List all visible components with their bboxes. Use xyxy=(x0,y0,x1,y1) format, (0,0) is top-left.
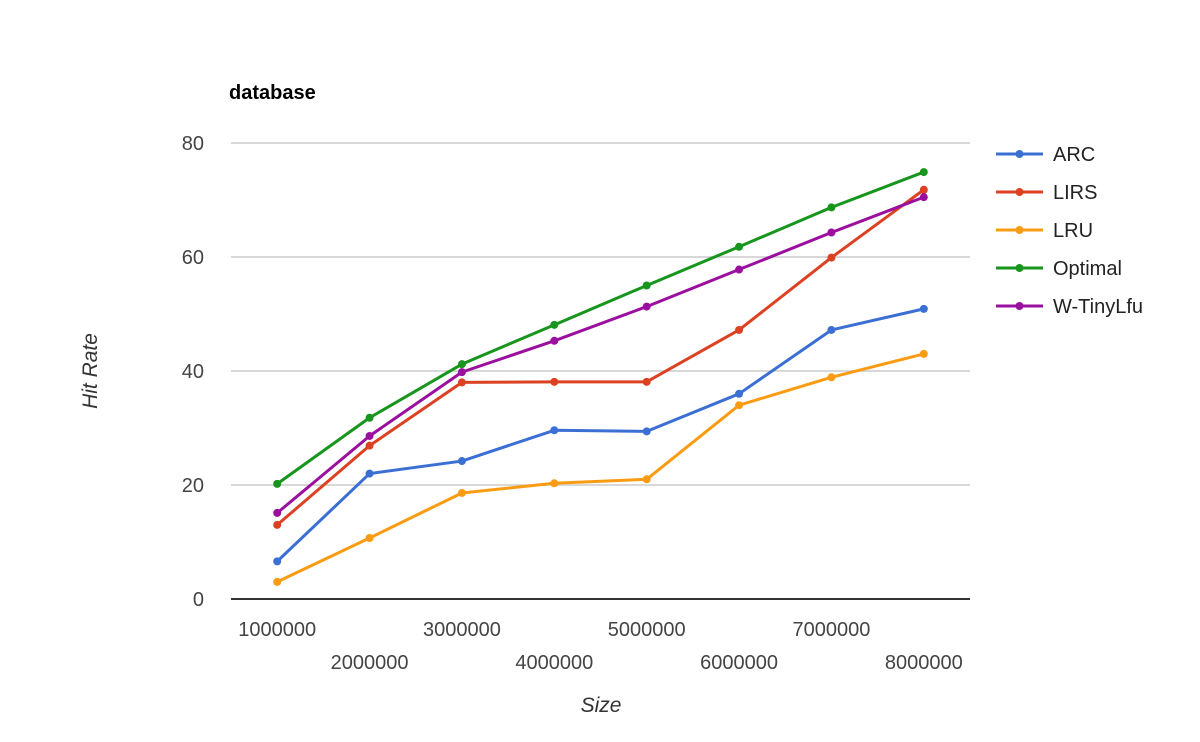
data-point xyxy=(642,281,651,290)
data-point xyxy=(642,475,651,484)
legend-marker xyxy=(1015,150,1024,158)
data-point xyxy=(919,185,928,194)
grid-lines xyxy=(231,142,970,600)
legend-item-lru: LRU xyxy=(996,220,1093,242)
data-point xyxy=(642,427,651,436)
legend-label: LRU xyxy=(1053,220,1093,242)
data-point xyxy=(550,479,559,488)
series-line xyxy=(276,307,925,563)
data-point xyxy=(457,378,466,387)
x-tick-label: 4000000 xyxy=(515,652,593,674)
data-point xyxy=(827,373,836,382)
x-tick-label: 3000000 xyxy=(423,619,501,641)
data-point xyxy=(827,228,836,237)
data-point xyxy=(550,377,559,386)
legend-item-arc: ARC xyxy=(996,144,1095,166)
data-point xyxy=(642,302,651,311)
x-axis-label: Size xyxy=(581,694,622,717)
data-point xyxy=(735,242,744,251)
data-point xyxy=(365,431,374,440)
y-tick-label: 60 xyxy=(182,247,204,269)
legend-item-lirs: LIRS xyxy=(996,182,1097,204)
x-tick-label: 2000000 xyxy=(331,652,409,674)
data-point xyxy=(273,557,282,566)
series-line xyxy=(276,170,925,486)
data-point xyxy=(735,401,744,410)
x-tick-label: 6000000 xyxy=(700,652,778,674)
series-lirs xyxy=(273,185,928,529)
data-point xyxy=(919,193,928,202)
data-point xyxy=(550,336,559,345)
data-point xyxy=(365,413,374,422)
data-point xyxy=(457,488,466,497)
data-point xyxy=(550,320,559,329)
legend-marker xyxy=(1015,264,1024,272)
legend-label: W-TinyLfu xyxy=(1053,296,1143,318)
legend-marker xyxy=(1015,188,1024,196)
data-point xyxy=(919,349,928,358)
y-tick-label: 80 xyxy=(182,133,204,155)
data-point xyxy=(457,360,466,369)
legend-marker xyxy=(1015,302,1024,310)
legend: ARC LIRS LRU Optimal W-TinyLfu xyxy=(996,144,1143,318)
x-tick-label: 5000000 xyxy=(608,619,686,641)
chart-title: database xyxy=(229,82,316,104)
legend-marker xyxy=(1015,226,1024,234)
legend-label: Optimal xyxy=(1053,258,1122,280)
y-axis-label: Hit Rate xyxy=(79,333,102,409)
data-point xyxy=(919,304,928,313)
data-point xyxy=(827,203,836,212)
series-line xyxy=(276,195,925,515)
series-line xyxy=(276,352,925,584)
x-tick-label: 1000000 xyxy=(238,619,316,641)
data-point xyxy=(735,325,744,334)
data-point xyxy=(273,479,282,488)
data-point xyxy=(827,253,836,262)
y-tick-label: 20 xyxy=(182,475,204,497)
series-w-tinylfu xyxy=(273,193,928,517)
legend-label: ARC xyxy=(1053,144,1095,166)
legend-item-optimal: Optimal xyxy=(996,258,1122,280)
data-point xyxy=(827,325,836,334)
data-point xyxy=(457,457,466,466)
data-point xyxy=(735,265,744,274)
data-point xyxy=(457,368,466,377)
data-point xyxy=(365,469,374,478)
data-point xyxy=(273,520,282,529)
data-point xyxy=(735,389,744,398)
y-tick-label: 40 xyxy=(182,361,204,383)
data-point xyxy=(273,577,282,586)
y-tick-label: 0 xyxy=(193,589,204,611)
series-arc xyxy=(273,304,928,566)
series-optimal xyxy=(273,168,928,488)
legend-label: LIRS xyxy=(1053,182,1097,204)
series-lines xyxy=(273,168,928,586)
legend-item-w-tinylfu: W-TinyLfu xyxy=(996,296,1143,318)
data-point xyxy=(642,377,651,386)
series-lru xyxy=(273,349,928,586)
data-point xyxy=(273,508,282,517)
data-point xyxy=(365,441,374,450)
y-axis-ticks: 0 20 40 60 80 xyxy=(182,133,204,611)
x-tick-label: 7000000 xyxy=(793,619,871,641)
data-point xyxy=(919,168,928,177)
x-axis-ticks: 1000000 2000000 3000000 4000000 5000000 60000… xyxy=(238,619,963,674)
series-line xyxy=(276,188,925,527)
data-point xyxy=(550,426,559,435)
data-point xyxy=(365,534,374,543)
x-tick-label: 8000000 xyxy=(885,652,963,674)
